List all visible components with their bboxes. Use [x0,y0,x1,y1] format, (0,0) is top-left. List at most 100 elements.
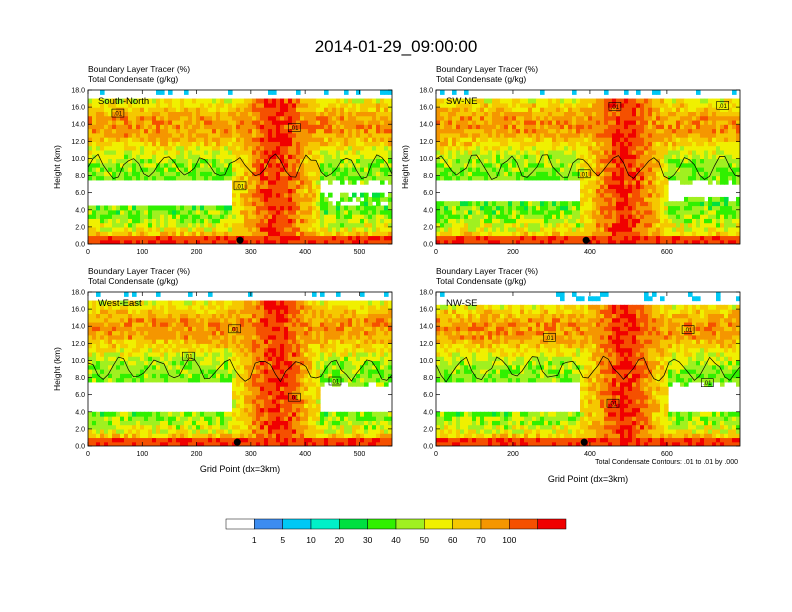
panel-header-line2: Total Condensate (g/kg) [436,74,526,84]
contour-label: .01 [684,328,693,334]
x-tick-label: 200 [507,249,519,256]
x-tick-label: 0 [86,249,90,256]
tracer-field [436,292,740,446]
y-tick-label: 4.0 [423,409,433,416]
y-tick-label: 6.0 [423,392,433,399]
panel-header-line2: Total Condensate (g/kg) [436,276,526,286]
colorbar-label: 20 [335,535,345,545]
colorbar-swatch [310,518,340,530]
y-tick-label: 6.0 [423,190,433,197]
y-tick-label: 2.0 [423,426,433,433]
y-tick-label: 0.0 [75,242,85,249]
x-tick-label: 0 [434,451,438,458]
x-tick-label: 500 [354,249,366,256]
panel-header-line2: Total Condensate (g/kg) [88,74,178,84]
contour-label: .01 [236,184,245,190]
contour-label-box [608,102,622,111]
colorbar-swatch [339,518,368,530]
y-tick-label: 14.0 [419,122,433,129]
contour-label-box [543,332,556,342]
y-tick-label: 12.0 [71,139,85,146]
colorbar-swatch [480,518,510,530]
y-tick-label: 8.0 [75,375,85,382]
y-tick-label: 12.0 [419,341,433,348]
condensate-contour [436,154,740,180]
plot-frame [435,89,741,245]
colorbar: 1 5 10 20 30 40 50 60 70 100 [225,518,567,545]
panel-header-line2: Total Condensate (g/kg) [88,276,178,286]
colorbar-swatch [225,518,255,530]
condensate-contour [88,153,392,179]
panel-header-line1: Boundary Layer Tracer (%) [436,266,538,276]
contour-label-box [606,398,620,408]
y-tick-label: 16.0 [419,105,433,112]
chart-title: 2014-01-29_09:00:00 [315,37,478,56]
contour-label: .01 [719,104,728,110]
contour-label: .01 [703,381,712,387]
contour-footnote: Total Condensate Contours: .01 to .01 by… [595,459,738,466]
y-tick-label: 0.0 [423,444,433,451]
contour-label-box [716,101,730,110]
y-tick-label: 18.0 [419,88,433,95]
x-tick-label: 200 [191,249,203,256]
contour-label-box [287,392,301,402]
y-tick-label: 4.0 [423,207,433,214]
colorbar-swatch [509,518,538,530]
x-tick-label: 300 [245,451,257,458]
condensate-contour [88,356,392,383]
colorbar-label: 70 [476,535,486,545]
x-tick-label: 0 [86,451,90,458]
panel-nw-se: .01 .01 .01 .01 NW-SE Boundary Layer Tracer (… [419,266,741,484]
y-tick-label: 2.0 [75,426,85,433]
contour-label-box [681,325,695,334]
colorbar-swatch [537,518,567,530]
y-tick-label: 6.0 [75,190,85,197]
contour-label-box [287,123,301,132]
x-tick-label: 200 [507,451,519,458]
tracer-field [436,90,740,244]
y-tick-label: 18.0 [71,290,85,297]
contour-label-box [111,108,125,118]
contour-label: .01 [290,126,299,132]
y-tick-label: 10.0 [71,358,85,365]
x-tick-label: 300 [245,249,257,256]
panel-west-east: .01 .01 .01 .01 West-East Boundary Layer Trac… [52,266,393,474]
y-axis-label: Height (km) [52,347,62,391]
x-tick-label: 400 [584,451,596,458]
colorbar-label: 5 [280,535,285,545]
colorbar-label: 1 [252,535,257,545]
y-tick-label: 0.0 [423,242,433,249]
y-axis-label: Height (km) [400,145,410,189]
y-tick-label: 14.0 [71,122,85,129]
contour-label: .01 [609,402,618,408]
tracer-field [88,292,392,446]
contour-label: .01 [611,105,620,111]
x-axis-label: Grid Point (dx=3km) [200,464,280,474]
site-marker [233,438,241,446]
contour-label: .01 [331,380,340,386]
y-tick-label: 0.0 [75,444,85,451]
colorbar-label: 50 [420,535,430,545]
colorbar-label: 100 [502,535,516,545]
contour-label: .01 [114,112,123,118]
y-tick-label: 4.0 [75,207,85,214]
contour-label-box [228,324,241,334]
y-tick-label: 10.0 [71,156,85,163]
panel-header-line1: Boundary Layer Tracer (%) [436,64,538,74]
panel-header-line1: Boundary Layer Tracer (%) [88,266,190,276]
plot-frame [435,291,741,447]
panel-name: West-East [98,298,142,309]
y-tick-label: 4.0 [75,409,85,416]
x-tick-label: 100 [136,451,148,458]
colorbar-label: 40 [391,535,401,545]
y-tick-label: 8.0 [423,173,433,180]
y-tick-label: 16.0 [71,307,85,314]
y-tick-label: 18.0 [419,290,433,297]
x-tick-label: 600 [661,451,673,458]
colorbar-swatch [424,518,453,530]
colorbar-swatch [282,518,312,530]
panel-name: SW-NE [446,96,478,107]
y-tick-label: 18.0 [71,88,85,95]
colorbar-swatch [367,518,397,530]
